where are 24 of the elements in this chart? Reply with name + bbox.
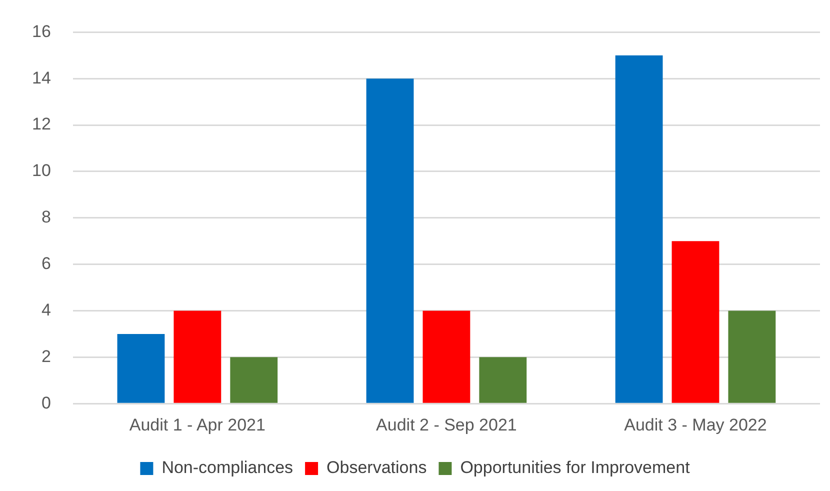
bar (479, 357, 527, 403)
y-tick-label: 12 (32, 114, 51, 134)
y-tick-label: 4 (41, 300, 51, 320)
bar (422, 310, 470, 403)
bar (728, 310, 776, 403)
bar (366, 78, 414, 403)
y-tick-label: 2 (41, 346, 51, 366)
y-tick-label: 16 (32, 22, 51, 41)
x-tick-label: Audit 3 - May 2022 (624, 415, 767, 434)
legend-label: Observations (326, 458, 427, 478)
y-tick-label: 0 (41, 393, 51, 412)
y-tick-label: 10 (32, 161, 51, 180)
x-tick-label: Audit 2 - Sep 2021 (376, 415, 517, 434)
legend-label: Opportunities for Improvement (460, 458, 690, 478)
bar (615, 55, 663, 403)
bar (672, 241, 720, 403)
x-tick-label: Audit 1 - Apr 2021 (129, 415, 266, 434)
y-tick-label: 8 (41, 208, 51, 227)
y-tick-label: 6 (41, 254, 51, 274)
bar (117, 334, 165, 403)
bar (174, 310, 222, 403)
bar (230, 357, 278, 403)
legend-label: Non-compliances (162, 458, 294, 478)
y-tick-label: 14 (32, 68, 51, 88)
